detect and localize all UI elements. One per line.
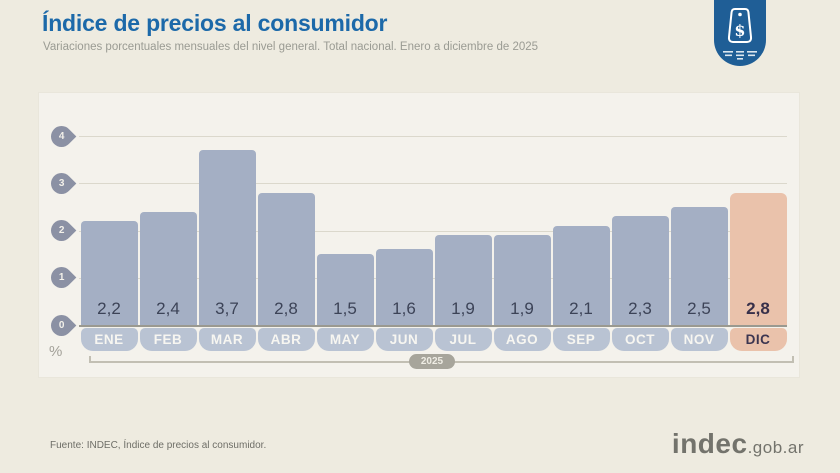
month-label-oct: OCT	[611, 328, 669, 351]
y-axis-unit-label: %	[49, 343, 63, 360]
value-label-may: 1,5	[333, 299, 357, 318]
bar-may	[316, 254, 374, 325]
source-note: Fuente: INDEC, Índice de precios al cons…	[50, 440, 267, 451]
bar-nov	[670, 206, 728, 325]
y-tick-pin-3: 3	[46, 168, 77, 199]
bar-sep	[552, 225, 610, 325]
y-tick-label-4: 4	[58, 130, 65, 142]
month-label-ene: ENE	[80, 328, 138, 351]
bar-feb	[139, 211, 197, 325]
month-label-mar: MAR	[198, 328, 256, 351]
price-tag-badge: $	[714, 0, 766, 66]
y-tick-label-2: 2	[58, 225, 65, 236]
value-label-jun: 1,6	[392, 299, 416, 318]
value-label-sep: 2,1	[569, 299, 593, 318]
value-label-dic: 2,8	[746, 299, 770, 318]
bar-ago	[493, 235, 551, 325]
value-label-nov: 2,5	[687, 299, 711, 318]
y-tick-pin-1: 1	[46, 262, 77, 293]
bar-ene	[80, 221, 138, 325]
month-label-dic: DIC	[729, 328, 787, 351]
gridline-2	[79, 230, 787, 232]
value-label-abr: 2,8	[274, 299, 298, 318]
month-label-jun: JUN	[375, 328, 433, 351]
y-tick-label-1: 1	[58, 272, 65, 284]
y-tick-label-0: 0	[58, 319, 65, 331]
x-axis-year-pill: 2025	[409, 354, 455, 369]
bar-abr	[257, 192, 315, 325]
y-tick-pin-2: 2	[46, 215, 77, 246]
gridline-4	[79, 136, 787, 137]
indec-logo: indec.gob.ar	[672, 428, 804, 460]
value-label-oct: 2,3	[628, 299, 652, 318]
value-label-mar: 3,7	[215, 299, 239, 318]
month-label-abr: ABR	[257, 328, 315, 351]
bar-mar	[198, 150, 256, 325]
gridline-3	[79, 183, 787, 185]
value-label-jul: 1,9	[451, 299, 475, 318]
bar-dic	[729, 192, 787, 325]
page-title: Índice de precios al consumidor	[42, 10, 388, 36]
chart-panel: 0 1 2 3 4 2,2 ENE 2,4 FEB 3,7 MAR 2,8 ABR 1,5 MAY 1,6 JU…	[38, 92, 800, 378]
y-tick-pin-4: 4	[46, 121, 77, 151]
month-label-jul: JUL	[434, 328, 492, 351]
indec-logo-main: indec	[671, 428, 748, 459]
plot-area: 0 1 2 3 4 2,2 ENE 2,4 FEB 3,7 MAR 2,8 ABR 1,5 MAY 1,6 JU…	[39, 93, 799, 377]
y-tick-label-3: 3	[58, 177, 65, 189]
indec-logo-suffix: .gob.ar	[747, 438, 804, 457]
month-label-may: MAY	[316, 328, 374, 351]
month-label-sep: SEP	[552, 328, 610, 351]
month-label-feb: FEB	[139, 328, 197, 351]
month-label-ago: AGO	[493, 328, 551, 351]
bar-oct	[611, 216, 669, 325]
price-tag-dollar-icon: $	[723, 8, 757, 60]
svg-text:$: $	[734, 21, 745, 40]
y-tick-pin-0: 0	[46, 310, 77, 340]
month-label-nov: NOV	[670, 328, 728, 351]
value-label-ago: 1,9	[510, 299, 534, 318]
gridline-1	[79, 277, 787, 279]
x-axis-baseline	[79, 325, 787, 327]
value-label-feb: 2,4	[156, 299, 180, 318]
value-label-ene: 2,2	[97, 299, 121, 318]
page-subtitle: Variaciones porcentuales mensuales del n…	[43, 41, 539, 53]
bar-jul	[434, 235, 492, 325]
bar-jun	[375, 249, 433, 325]
